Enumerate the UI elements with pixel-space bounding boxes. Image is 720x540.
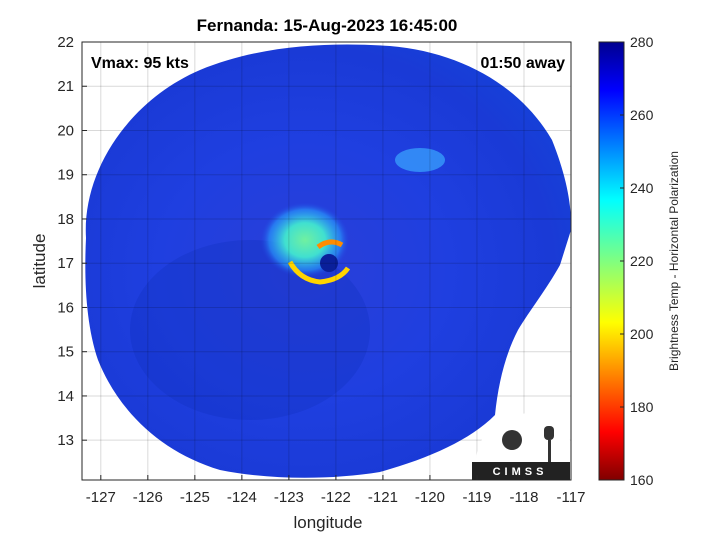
colorbar-tick-label: 200: [630, 326, 654, 342]
x-tick-label: -125: [180, 489, 210, 506]
grid-lines: [82, 41, 572, 480]
logo-banner: [472, 462, 570, 480]
y-tick-label: 18: [57, 211, 74, 228]
y-tick-label: 22: [57, 34, 74, 51]
logo-text: CIMSS: [493, 466, 548, 478]
y-tick-label: 17: [57, 255, 74, 272]
cimss-logo: CIMSS: [472, 413, 570, 480]
x-tick-label: -120: [415, 489, 445, 506]
colorbar-tick-label: 260: [630, 107, 654, 123]
y-tick-label: 20: [57, 122, 74, 139]
logo-dish-icon: [502, 430, 522, 450]
colorbar-gradient: [598, 41, 625, 481]
y-tick-label: 19: [57, 167, 74, 184]
x-tick-label: -122: [321, 489, 351, 506]
y-tick-label: 21: [57, 78, 74, 95]
colorbar-tick-label: 280: [630, 34, 654, 50]
y-tick-label: 15: [57, 344, 74, 361]
colorbar-tick-label: 240: [630, 180, 654, 196]
eyewall-north: [316, 239, 344, 250]
x-axis-label: longitude: [293, 513, 362, 532]
x-tick-label: -126: [133, 489, 163, 506]
x-tick-label: -121: [368, 489, 398, 506]
y-tick-label: 13: [57, 432, 74, 449]
x-tick-label: -119: [463, 489, 492, 506]
vmax-label: Vmax: 95 kts: [91, 55, 189, 72]
x-tick-label: -123: [274, 489, 304, 506]
y-axis: 13 14 15 16 17 18 19 20 21 22: [57, 34, 87, 449]
colorbar-label: Brightness Temp - Horizontal Polarizatio…: [667, 151, 681, 371]
colorbar-tick-label: 180: [630, 399, 654, 415]
x-tick-label: -117: [557, 489, 586, 506]
x-tick-label: -118: [510, 489, 539, 506]
colorbar-tick-label: 220: [630, 253, 654, 269]
storm-eye: [320, 254, 338, 272]
plot-area: Vmax: 95 kts 01:50 away CIMSS: [81, 41, 572, 481]
x-axis: -127 -126 -125 -124 -123 -122 -121 -120 -119 -118…: [86, 475, 586, 506]
x-tick-label: -124: [227, 489, 257, 506]
colorbar: 160 180 200 220 240 260 280 Brightness Temp - …: [598, 34, 681, 488]
plot-frame: [81, 41, 572, 481]
logo-tower-icon: [544, 426, 554, 440]
satellite-swath: [85, 44, 571, 478]
colorbar-ticks: 160 180 200 220 240 260 280: [620, 34, 654, 488]
time-away-label: 01:50 away: [480, 55, 565, 72]
chart-title: Fernanda: 15-Aug-2023 16:45:00: [197, 16, 458, 35]
x-tick-label: -127: [86, 489, 116, 506]
y-tick-label: 16: [57, 299, 74, 316]
rainband-dark: [130, 240, 370, 420]
eyewall-south: [287, 260, 351, 285]
y-tick-label: 14: [57, 388, 74, 405]
feature-northeast: [395, 148, 445, 172]
colorbar-tick-label: 160: [630, 472, 654, 488]
y-axis-label: latitude: [30, 234, 49, 289]
